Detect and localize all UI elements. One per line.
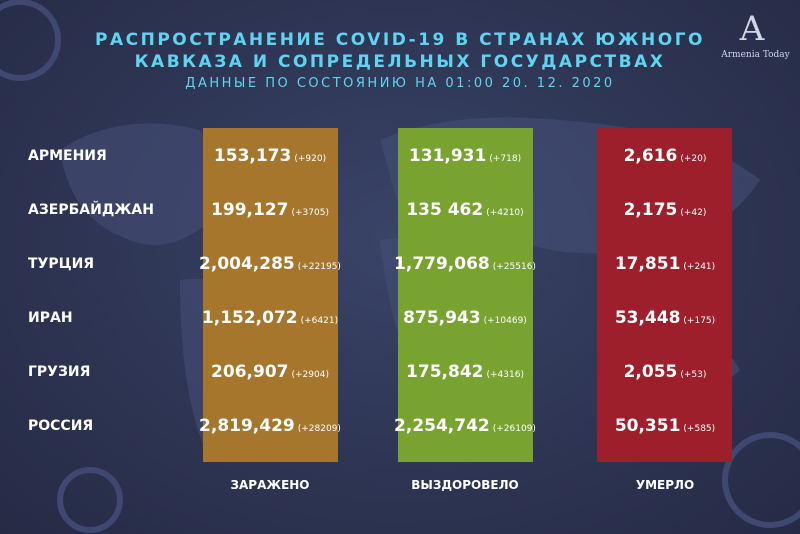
table-cell: 2,254,742 (+26109) — [375, 416, 555, 436]
country-label: АЗЕРБАЙДЖАН — [28, 202, 154, 218]
cell-value: 153,173 — [213, 146, 292, 166]
column-recovered — [398, 128, 533, 462]
cell-change: (+920) — [294, 154, 327, 164]
table-cell: 2,004,285 (+22195) — [180, 254, 360, 274]
subtitle: ДАННЫЕ ПО СОСТОЯНИЮ НА 01:00 20. 12. 202… — [185, 76, 615, 91]
table-cell: 199,127 (+3705) — [180, 200, 360, 220]
cell-value: 131,931 — [408, 146, 487, 166]
cell-change: (+175) — [683, 316, 716, 326]
country-label: ТУРЦИЯ — [28, 256, 95, 272]
column-header: ВЫЗДОРОВЕЛО — [411, 478, 519, 492]
cell-value: 175,842 — [406, 362, 484, 382]
cell-change: (+26109) — [492, 424, 536, 434]
cell-change: (+20) — [680, 154, 707, 164]
cell-change: (+22195) — [297, 262, 341, 272]
cell-value: 2,254,742 — [394, 416, 490, 436]
cell-value: 2,819,429 — [199, 416, 295, 436]
title-line: РАСПРОСТРАНЕНИЕ COVID-19 В СТРАНАХ ЮЖНОГ… — [95, 30, 705, 50]
svg-text:A: A — [739, 9, 765, 49]
cell-change: (+10469) — [483, 316, 527, 326]
cell-value: 2,175 — [623, 200, 678, 220]
cell-value: 206,907 — [211, 362, 289, 382]
column-header: УМЕРЛО — [635, 478, 695, 492]
country-label: ГРУЗИЯ — [28, 364, 91, 380]
table-cell: 2,616 (+20) — [575, 146, 755, 166]
cell-change: (+241) — [683, 262, 716, 272]
cell-value: 2,004,285 — [199, 254, 295, 274]
table-cell: 153,173 (+920) — [180, 146, 360, 166]
table-cell: 53,448 (+175) — [575, 308, 755, 328]
cell-value: 135 462 — [406, 200, 484, 220]
cell-change: (+718) — [489, 154, 522, 164]
cell-change: (+585) — [683, 424, 716, 434]
country-label: РОССИЯ — [28, 418, 94, 434]
cell-change: (+6421) — [300, 316, 339, 326]
table-cell: 131,931 (+718) — [375, 146, 555, 166]
cell-change: (+2904) — [291, 370, 329, 380]
cell-value: 199,127 — [211, 200, 289, 220]
table-cell: 2,055 (+53) — [575, 362, 755, 382]
cell-value: 1,152,072 — [201, 308, 298, 328]
table-cell: 17,851 (+241) — [575, 254, 755, 274]
table-cell: 2,175 (+42) — [575, 200, 755, 220]
cell-change: (+4316) — [486, 370, 524, 380]
cell-value: 53,448 — [614, 308, 681, 328]
column-infected — [203, 128, 338, 462]
cell-value: 875,943 — [403, 308, 481, 328]
cell-change: (+4210) — [486, 208, 524, 218]
table-cell: 135 462 (+4210) — [375, 200, 555, 220]
table-cell: 2,819,429 (+28209) — [180, 416, 360, 436]
logo: Armenia Today — [721, 50, 790, 60]
cell-value: 50,351 — [614, 416, 681, 436]
cell-change: (+42) — [680, 208, 707, 218]
cell-change: (+53) — [680, 370, 707, 380]
cell-change: (+28209) — [297, 424, 341, 434]
cell-change: (+3705) — [291, 208, 329, 218]
table-cell: 175,842 (+4316) — [375, 362, 555, 382]
table-cell: 1,779,068 (+25516) — [375, 254, 555, 274]
column-header: ЗАРАЖЕНО — [230, 478, 310, 492]
table-cell: 875,943 (+10469) — [375, 308, 555, 328]
cell-value: 1,779,068 — [394, 254, 490, 274]
cell-change: (+25516) — [492, 262, 536, 272]
country-label: АРМЕНИЯ — [28, 148, 107, 164]
column-deaths — [597, 128, 732, 462]
cell-value: 2,616 — [623, 146, 678, 166]
cell-value: 17,851 — [614, 254, 681, 274]
title-line: КАВКАЗА И СОПРЕДЕЛЬНЫХ ГОСУДАРСТВАХ — [134, 52, 666, 72]
table-cell: 1,152,072 (+6421) — [180, 308, 360, 328]
country-label: ИРАН — [28, 310, 73, 326]
table-cell: 50,351 (+585) — [575, 416, 755, 436]
cell-value: 2,055 — [623, 362, 678, 382]
table-cell: 206,907 (+2904) — [180, 362, 360, 382]
